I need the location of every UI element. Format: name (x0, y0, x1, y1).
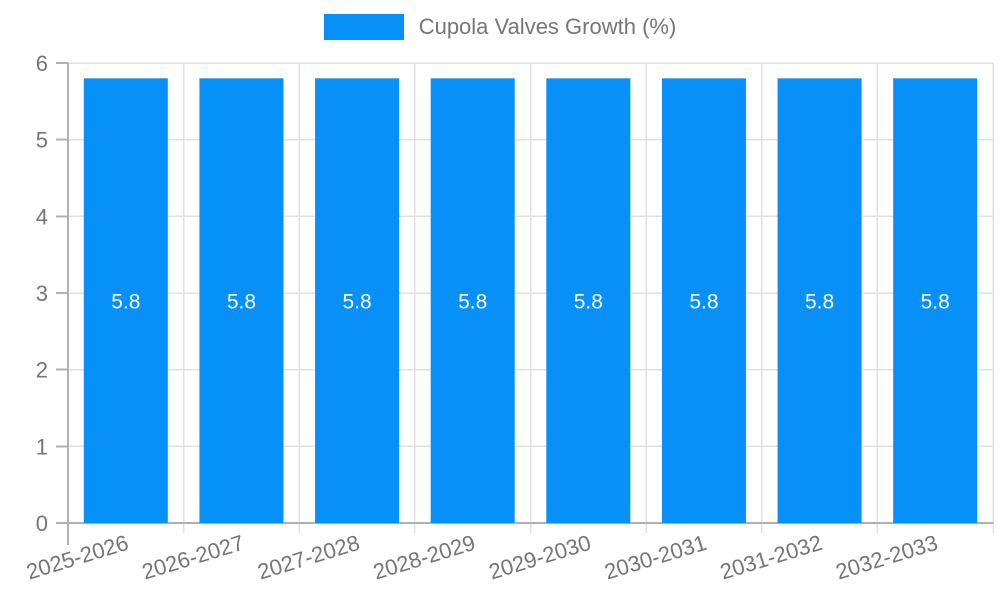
bar-2026-2027[interactable] (199, 78, 284, 523)
bar-value-label: 5.8 (458, 291, 487, 314)
legend-label: Cupola Valves Growth (%) (418, 14, 677, 39)
bar-value-label: 5.8 (574, 291, 603, 314)
bar-value-label: 5.8 (921, 291, 950, 314)
bar-2028-2029[interactable] (430, 78, 515, 523)
y-tick-label: 5 (36, 128, 48, 153)
bar-value-label: 5.8 (689, 291, 718, 314)
x-tick-label: 2027-2028 (255, 530, 363, 585)
bar-2027-2028[interactable] (315, 78, 400, 523)
bar-2029-2030[interactable] (546, 78, 631, 523)
x-tick-label: 2025-2026 (23, 530, 131, 585)
x-tick-label: 2031-2032 (717, 530, 825, 585)
bar-2032-2033[interactable] (893, 78, 978, 523)
legend-swatch (323, 14, 404, 40)
y-tick-label: 1 (36, 434, 48, 459)
y-tick-label: 6 (36, 51, 48, 76)
x-tick-label: 2029-2030 (486, 530, 594, 585)
bar-2025-2026[interactable] (83, 78, 168, 523)
x-tick-label: 2032-2033 (833, 530, 941, 585)
legend-item[interactable]: Cupola Valves Growth (%) (0, 14, 1000, 40)
bar-value-label: 5.8 (111, 291, 140, 314)
y-tick-label: 2 (36, 358, 48, 383)
bar-2031-2032[interactable] (777, 78, 862, 523)
bar-value-label: 5.8 (805, 291, 834, 314)
y-tick-label: 4 (36, 204, 48, 229)
y-tick-label: 0 (36, 511, 48, 536)
x-tick-label: 2030-2031 (601, 530, 709, 585)
x-tick-label: 2028-2029 (370, 530, 478, 585)
y-tick-label: 3 (36, 281, 48, 306)
bar-value-label: 5.8 (342, 291, 371, 314)
bar-value-label: 5.8 (227, 291, 256, 314)
x-tick-label: 2026-2027 (139, 530, 247, 585)
bar-2030-2031[interactable] (661, 78, 746, 523)
